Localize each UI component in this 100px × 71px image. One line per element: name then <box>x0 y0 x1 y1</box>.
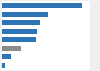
Bar <box>2 29 37 34</box>
Bar <box>2 3 82 8</box>
Bar <box>2 37 36 42</box>
Bar <box>2 20 40 25</box>
Bar <box>2 54 11 59</box>
Bar <box>2 46 21 51</box>
Bar <box>2 12 48 17</box>
Bar <box>2 63 5 68</box>
